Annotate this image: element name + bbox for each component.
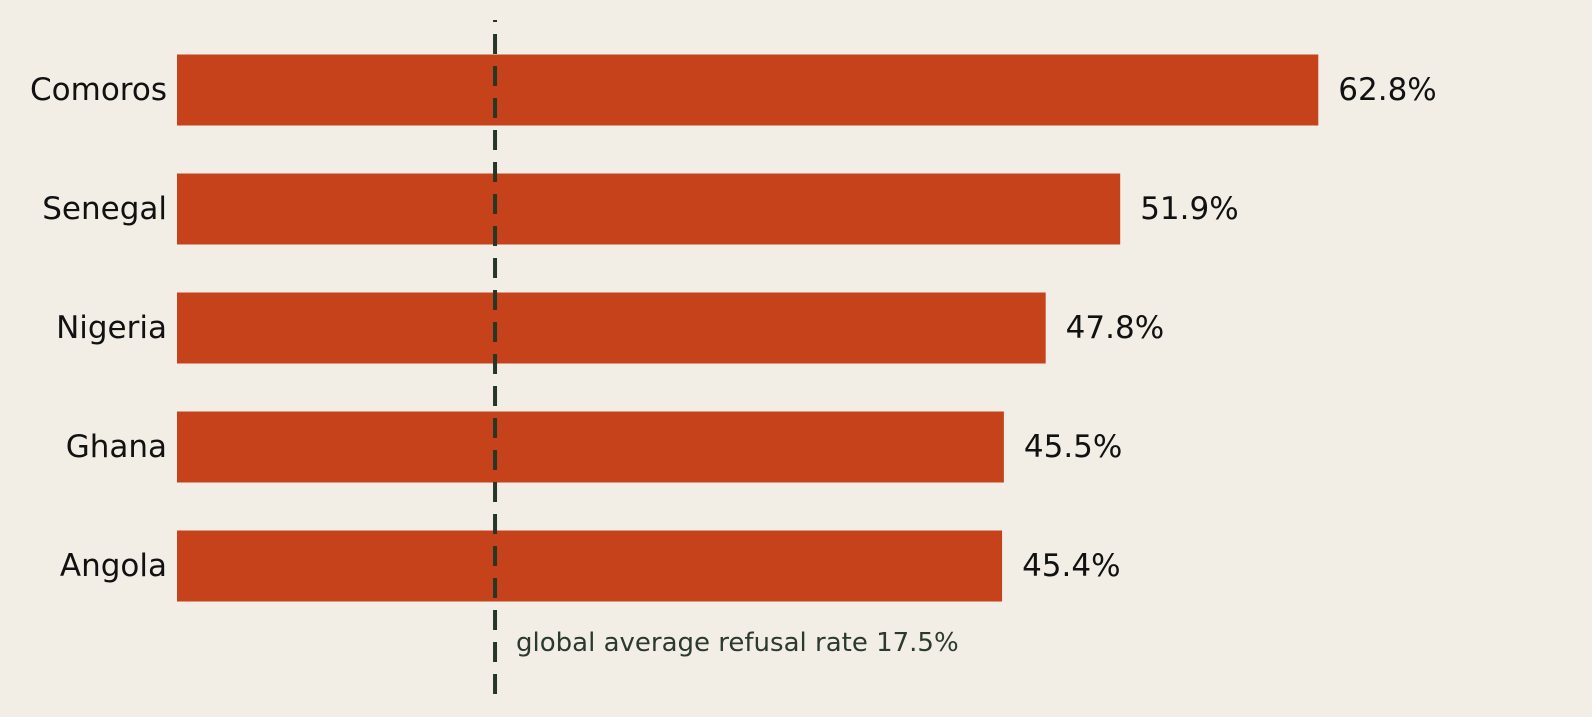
- global-average-label: global average refusal rate 17.5%: [516, 628, 959, 658]
- category-label-comoros: Comoros: [30, 72, 167, 108]
- bar-senegal: [177, 173, 1121, 245]
- reference-layer: global average refusal rate 17.5%: [493, 20, 959, 697]
- value-label-ghana: 45.5%: [1024, 429, 1122, 465]
- category-label-angola: Angola: [60, 548, 167, 584]
- category-label-senegal: Senegal: [42, 191, 167, 227]
- bar-ghana: [177, 411, 1004, 483]
- value-label-angola: 45.4%: [1022, 548, 1120, 584]
- bars-layer: [177, 54, 1319, 602]
- category-label-ghana: Ghana: [66, 429, 167, 465]
- category-label-nigeria: Nigeria: [56, 310, 167, 346]
- bar-comoros: [177, 54, 1319, 126]
- value-label-senegal: 51.9%: [1140, 191, 1238, 227]
- bar-nigeria: [177, 292, 1046, 364]
- value-label-nigeria: 47.8%: [1066, 310, 1164, 346]
- labels-layer: Comoros 62.8% Senegal 51.9% Nigeria 47.8% Ghan…: [30, 72, 1437, 584]
- value-label-comoros: 62.8%: [1338, 72, 1436, 108]
- bar-angola: [177, 530, 1003, 602]
